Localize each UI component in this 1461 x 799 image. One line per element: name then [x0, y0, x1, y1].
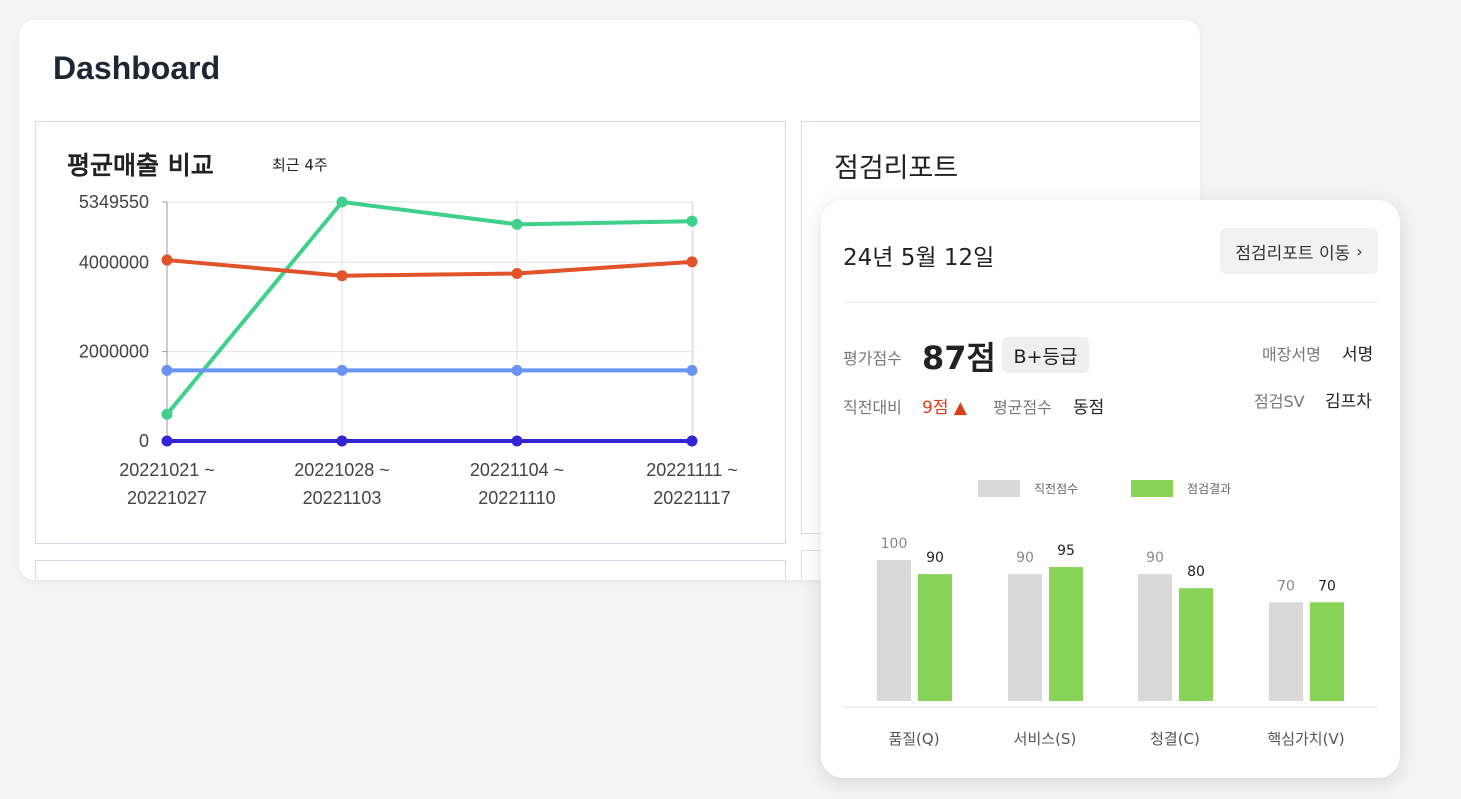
score-label: 평가점수: [843, 349, 902, 368]
score-bar-chart: 직전점수 점검결과 100 90 품질(Q) 90 95 서비스(S) 90 80 청결(C) 70 7…: [843, 480, 1378, 748]
report-link-label: 점검리포트 이동: [1235, 243, 1351, 264]
chevron-right-icon: ›: [1356, 241, 1363, 261]
bar-value-label: 95: [1057, 543, 1075, 559]
prev-compare-label: 직전대비: [843, 398, 902, 417]
bar-value-label: 90: [1016, 550, 1034, 566]
report-panel-title: 점검리포트: [834, 153, 959, 184]
series-point: [161, 254, 173, 266]
legend-swatch: [978, 480, 1020, 497]
sv-label: 점검SV: [1254, 392, 1305, 411]
avg-score-label: 평균점수: [993, 398, 1052, 417]
series-point: [511, 218, 523, 230]
category-label: 핵심가치(V): [1267, 730, 1344, 748]
series-line: [166, 258, 693, 278]
bar-value-label: 100: [881, 536, 908, 552]
category-label: 청결(C): [1150, 730, 1200, 748]
legend-label: 점검결과: [1187, 482, 1231, 496]
series-point: [336, 270, 348, 282]
series-point: [511, 267, 523, 279]
sales-line-chart: 5349550 4000000 2000000 0 20221021 ~20221027…: [79, 192, 738, 508]
score-value: 87점: [922, 339, 996, 377]
bar: [1138, 574, 1172, 701]
page-title: Dashboard: [53, 50, 221, 86]
bar: [1049, 567, 1083, 701]
series-point: [686, 435, 698, 447]
bar: [1179, 588, 1213, 701]
bar-value-label: 90: [926, 550, 944, 566]
sv-value: 김프차: [1325, 392, 1372, 412]
y-tick-label: 4000000: [79, 252, 149, 272]
prev-compare-value: 9점 ▲: [922, 398, 967, 418]
series-point: [511, 435, 523, 447]
series-point: [686, 364, 698, 376]
store-label: 매장서명: [1262, 345, 1321, 364]
bar: [877, 560, 911, 701]
report-date: 24년 5월 12일: [843, 245, 995, 271]
bar-value-label: 70: [1318, 578, 1336, 594]
sales-comparison-panel: 평균매출 비교 최근 4주 5349550 4000000 2000000 0 2022…: [35, 121, 786, 544]
series-point: [686, 256, 698, 268]
avg-score-value: 동점: [1073, 398, 1105, 418]
legend-label: 직전점수: [1034, 482, 1078, 496]
bar: [1310, 602, 1344, 701]
inspection-report-card: 24년 5월 12일 점검리포트 이동 › 평가점수 87점 B+등급 매장서명…: [821, 200, 1400, 778]
x-tick-label: 20221104 ~20221110: [470, 460, 564, 508]
sales-panel-title: 평균매출 비교: [67, 151, 214, 180]
category-label: 품질(Q): [888, 730, 939, 748]
x-tick-label: 20221111 ~20221117: [646, 460, 738, 508]
bar-value-label: 70: [1277, 578, 1295, 594]
series-point: [161, 408, 173, 420]
bar: [1008, 574, 1042, 701]
y-tick-label: 2000000: [79, 342, 149, 362]
series-point: [336, 364, 348, 376]
bar-value-label: 90: [1146, 550, 1164, 566]
series-point: [161, 364, 173, 376]
grade-badge: B+등급: [1002, 337, 1089, 373]
y-tick-label: 5349550: [79, 192, 149, 212]
series-point: [686, 215, 698, 227]
legend-swatch: [1131, 480, 1173, 497]
series-point: [336, 435, 348, 447]
y-tick-label: 0: [139, 431, 149, 451]
bar: [918, 574, 952, 701]
divider: [843, 302, 1378, 303]
bottom-left-panel: [35, 560, 786, 580]
x-tick-label: 20221028 ~20221103: [294, 460, 390, 508]
series-point: [161, 435, 173, 447]
sales-panel-subtitle: 최근 4주: [272, 156, 328, 174]
x-tick-label: 20221021 ~20221027: [119, 460, 215, 508]
bar-value-label: 80: [1187, 564, 1205, 580]
category-label: 서비스(S): [1014, 730, 1077, 748]
series-point: [336, 196, 348, 208]
report-link-button[interactable]: 점검리포트 이동 ›: [1220, 228, 1378, 274]
store-value: 서명: [1342, 345, 1374, 365]
series-line: [165, 200, 693, 416]
series-point: [511, 364, 523, 376]
bar: [1269, 602, 1303, 701]
